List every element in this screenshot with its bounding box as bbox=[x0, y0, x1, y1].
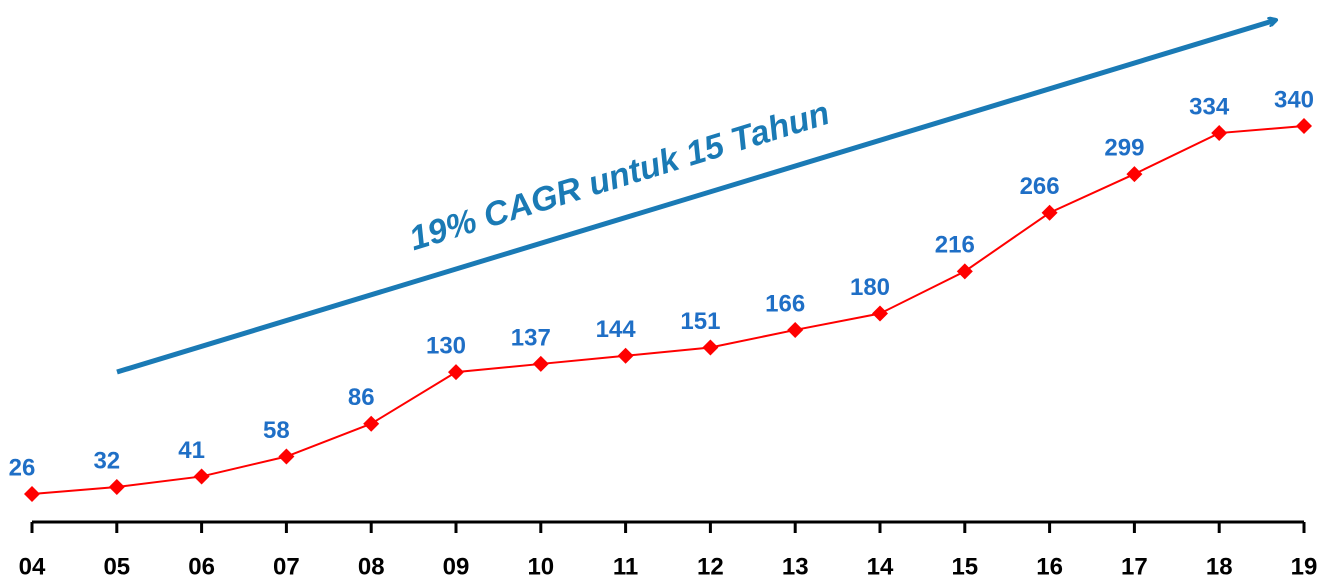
x-tick-label: 11 bbox=[613, 553, 638, 580]
data-label: 340 bbox=[1274, 86, 1314, 113]
marker bbox=[448, 364, 464, 381]
data-label: 130 bbox=[426, 332, 466, 359]
marker bbox=[1211, 125, 1228, 142]
marker bbox=[193, 468, 210, 485]
x-tick-label: 13 bbox=[782, 553, 809, 580]
x-tick-label: 14 bbox=[867, 553, 894, 580]
x-tick-label: 18 bbox=[1206, 553, 1233, 580]
marker bbox=[787, 321, 804, 338]
x-tick-label: 10 bbox=[527, 553, 554, 580]
data-label: 216 bbox=[935, 232, 975, 259]
marker bbox=[702, 339, 719, 356]
data-label: 334 bbox=[1189, 93, 1230, 120]
data-label: 137 bbox=[511, 324, 551, 351]
marker bbox=[363, 415, 380, 432]
data-label: 266 bbox=[1020, 173, 1060, 200]
x-tick-label: 09 bbox=[443, 553, 470, 580]
marker bbox=[956, 263, 973, 280]
data-label: 144 bbox=[596, 316, 637, 343]
marker bbox=[1041, 204, 1058, 221]
line bbox=[31, 125, 1305, 496]
marker bbox=[24, 486, 40, 503]
marker bbox=[1126, 166, 1143, 183]
data-label: 166 bbox=[765, 290, 805, 317]
trend-arrow bbox=[116, 20, 1276, 375]
data-label: 26 bbox=[9, 454, 36, 481]
marker bbox=[532, 355, 549, 372]
marker bbox=[278, 448, 295, 465]
x-tick-label: 06 bbox=[188, 553, 215, 580]
x-tick-label: 04 bbox=[19, 553, 46, 580]
x-tick-label: 19 bbox=[1291, 553, 1318, 580]
marker bbox=[108, 478, 125, 495]
marker bbox=[872, 305, 888, 322]
marker bbox=[617, 347, 634, 364]
data-label: 299 bbox=[1104, 134, 1144, 161]
x-tick-label: 17 bbox=[1121, 553, 1148, 580]
x-tick-label: 15 bbox=[951, 553, 978, 580]
data-label: 58 bbox=[263, 417, 290, 444]
data-label: 151 bbox=[680, 308, 720, 335]
x-tick-label: 16 bbox=[1036, 553, 1063, 580]
x-tick-label: 07 bbox=[273, 553, 300, 580]
data-label: 180 bbox=[850, 274, 890, 301]
data-label: 86 bbox=[348, 384, 375, 411]
x-tick-label: 08 bbox=[358, 553, 385, 580]
x-tick-label: 05 bbox=[103, 553, 130, 580]
x-tick-label: 12 bbox=[697, 553, 724, 580]
marker bbox=[1296, 118, 1312, 135]
data-label: 41 bbox=[178, 437, 205, 464]
data-label: 32 bbox=[93, 447, 120, 474]
